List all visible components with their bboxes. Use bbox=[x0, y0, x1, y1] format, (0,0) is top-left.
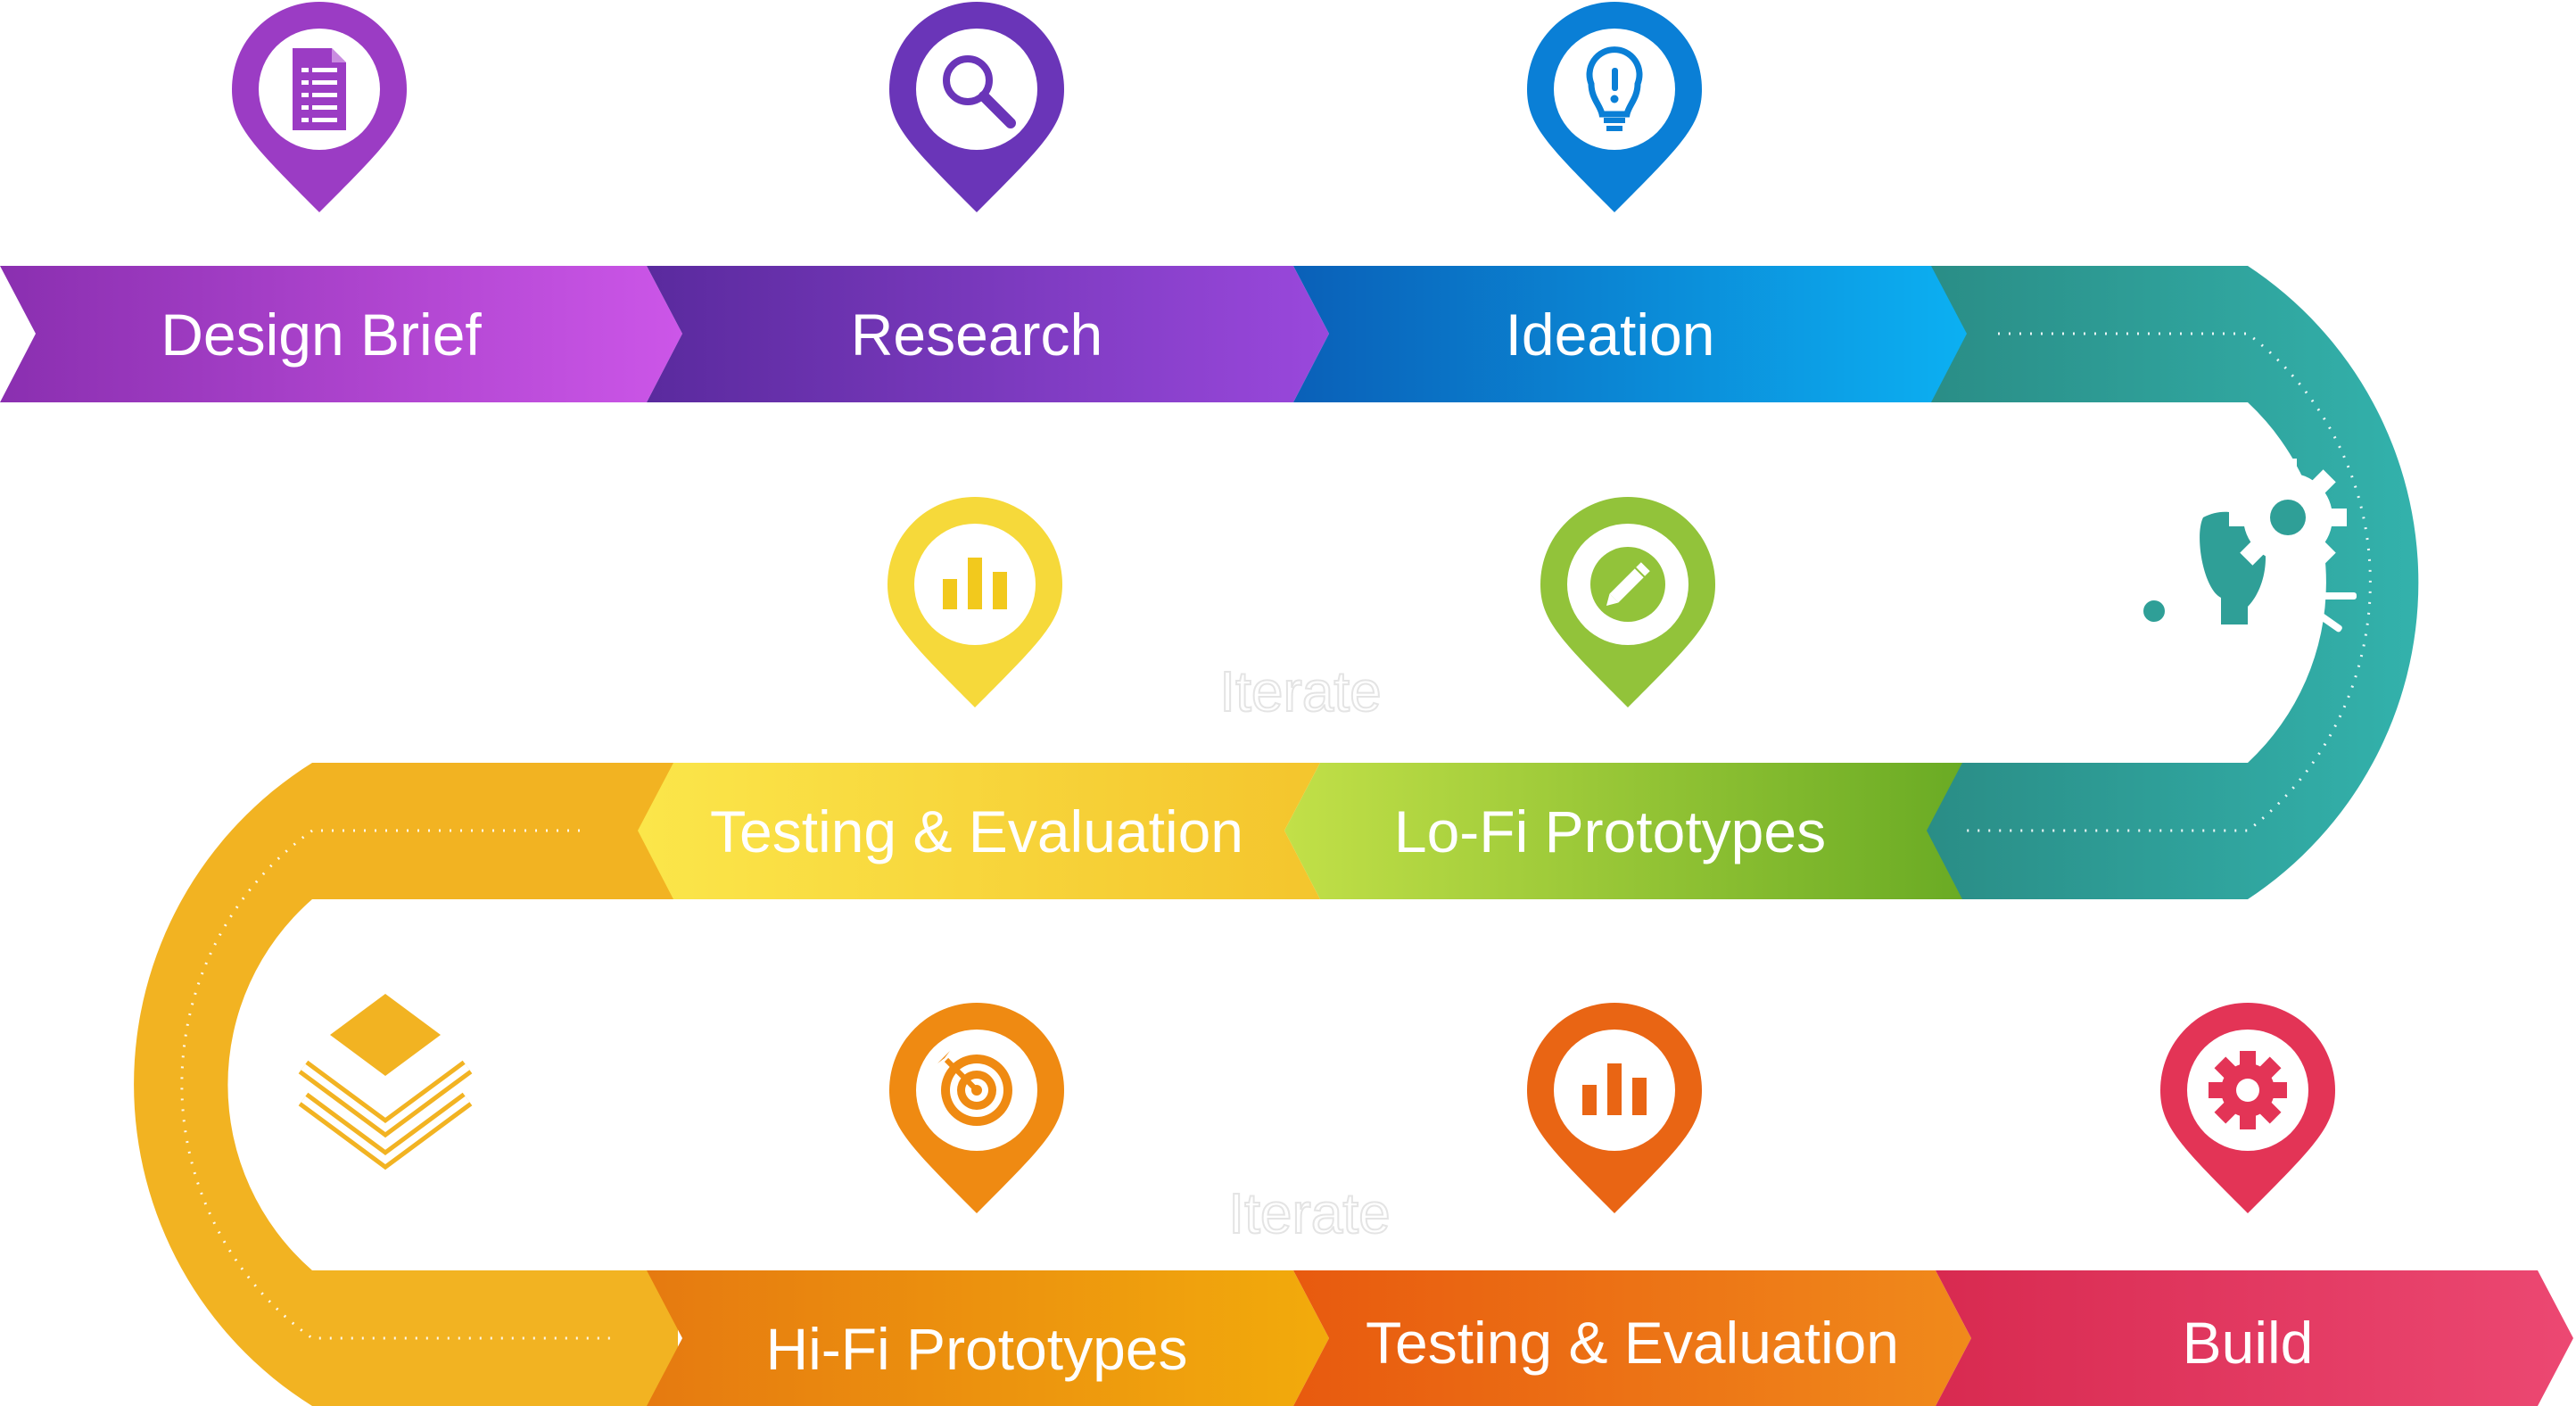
pencil-icon bbox=[1590, 547, 1665, 622]
stage-label-design-brief: Design Brief bbox=[161, 302, 482, 368]
stage-arrow-build: Build bbox=[1936, 1270, 2573, 1406]
stage-label-lofi: Lo-Fi Prototypes bbox=[1394, 798, 1826, 864]
stage-label-testing-1: Testing & Evaluation bbox=[710, 798, 1243, 864]
pin-ideation bbox=[1527, 2, 1702, 212]
stage-label-hifi: Hi-Fi Prototypes bbox=[765, 1316, 1187, 1382]
pin-design-brief bbox=[232, 2, 407, 212]
stage-label-research: Research bbox=[851, 302, 1102, 368]
pin-testing-2 bbox=[1527, 1003, 1702, 1213]
stage-arrow-research: Research bbox=[647, 266, 1329, 402]
pin-hifi bbox=[889, 1003, 1064, 1213]
bar-chart-icon bbox=[943, 558, 1007, 609]
document-icon bbox=[293, 48, 346, 130]
pin-build bbox=[2160, 1003, 2335, 1213]
right-turn bbox=[1927, 266, 2419, 899]
stage-label-ideation: Ideation bbox=[1506, 302, 1715, 368]
stage-label-testing-2: Testing & Evaluation bbox=[1366, 1310, 1899, 1376]
pin-testing-1 bbox=[888, 497, 1062, 707]
stage-label-build: Build bbox=[2183, 1310, 2314, 1376]
gear-icon bbox=[2209, 1051, 2287, 1129]
stage-arrow-ideation: Ideation bbox=[1293, 266, 1967, 402]
lightbulb-gears-icon bbox=[2105, 437, 2357, 687]
stage-arrow-design-brief: Design Brief bbox=[0, 266, 682, 402]
stage-arrow-testing-2: Testing & Evaluation bbox=[1293, 1270, 1971, 1406]
bar-chart-icon bbox=[1582, 1063, 1647, 1115]
pin-lofi bbox=[1540, 497, 1715, 707]
lightbulb-icon bbox=[1586, 46, 1643, 131]
magnifier-icon bbox=[943, 55, 1016, 128]
iterate-label-upper: Iterate bbox=[1219, 659, 1381, 724]
target-icon bbox=[937, 1051, 1012, 1126]
stage-arrow-hifi: Hi-Fi Prototypes bbox=[647, 1270, 1329, 1406]
left-turn bbox=[134, 763, 678, 1406]
stage-arrow-testing-1: Testing & Evaluation bbox=[638, 763, 1320, 899]
iterate-label-lower: Iterate bbox=[1228, 1181, 1390, 1245]
stage-arrow-lofi: Lo-Fi Prototypes bbox=[1284, 763, 1962, 899]
pin-research bbox=[889, 2, 1064, 212]
monitor-layers-icon bbox=[292, 974, 479, 1198]
